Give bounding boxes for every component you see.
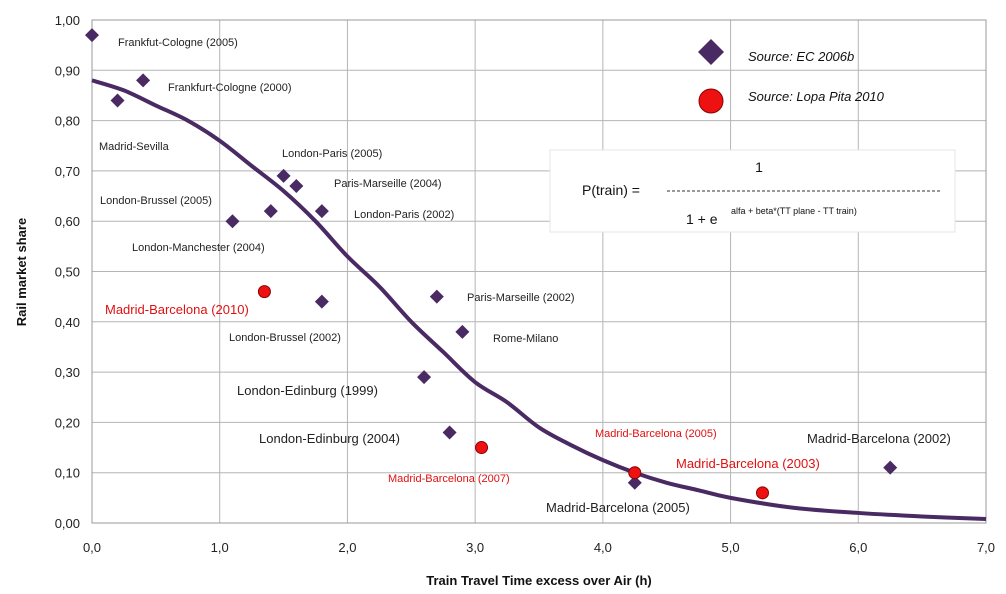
diamond-marker bbox=[136, 73, 151, 88]
y-tick-label: 0,50 bbox=[55, 265, 80, 280]
logistic-curve bbox=[91, 78, 987, 521]
diamond-marker bbox=[314, 204, 329, 219]
data-label: London-Manchester (2004) bbox=[132, 242, 265, 254]
data-label: Madrid-Barcelona (2003) bbox=[676, 456, 820, 471]
circle-marker bbox=[756, 486, 769, 500]
diamond-marker bbox=[110, 93, 125, 108]
y-tick-label: 1,00 bbox=[55, 13, 80, 28]
x-tick-label: 1,0 bbox=[211, 540, 229, 555]
data-label: Frankfut-Cologne (2005) bbox=[118, 37, 238, 49]
plot-frame bbox=[91, 19, 987, 524]
x-tick-label: 5,0 bbox=[722, 540, 740, 555]
y-tick-label: 0,20 bbox=[55, 415, 80, 430]
diamond-marker bbox=[225, 214, 240, 229]
diamond-marker bbox=[442, 425, 457, 440]
data-label: London-Paris (2005) bbox=[282, 148, 382, 160]
formula-box: P(train) = 1 1 + e alfa + beta*(TT plane… bbox=[549, 149, 956, 233]
formula-exponent: alfa + beta*(TT plane - TT train) bbox=[731, 206, 857, 216]
legend-circle-marker bbox=[698, 88, 724, 114]
y-axis-title: Rail market share bbox=[14, 218, 29, 326]
diamond-marker bbox=[276, 168, 291, 183]
data-markers bbox=[85, 28, 898, 500]
x-tick-label: 0,0 bbox=[83, 540, 101, 555]
y-tick-label: 0,10 bbox=[55, 466, 80, 481]
x-tick-label: 2,0 bbox=[338, 540, 356, 555]
y-tick-label: 0,90 bbox=[55, 63, 80, 78]
y-tick-label: 0,00 bbox=[55, 516, 80, 531]
formula-numerator: 1 bbox=[755, 159, 763, 175]
data-label: Paris-Marseille (2002) bbox=[467, 292, 575, 304]
y-tick-label: 0,40 bbox=[55, 315, 80, 330]
x-tick-label: 7,0 bbox=[977, 540, 995, 555]
diamond-marker bbox=[417, 370, 432, 385]
data-label: Frankfurt-Cologne (2000) bbox=[168, 82, 292, 94]
y-tick-label: 0,60 bbox=[55, 214, 80, 229]
diamond-marker bbox=[314, 294, 329, 309]
diamond-marker bbox=[263, 204, 278, 219]
diamond-marker bbox=[85, 28, 99, 43]
diamond-marker bbox=[289, 178, 304, 193]
x-tick-label: 6,0 bbox=[849, 540, 867, 555]
x-tick-labels: 0,0 1,0 2,0 3,0 4,0 5,0 6,0 7,0 bbox=[83, 540, 995, 555]
y-tick-labels: 0,00 0,10 0,20 0,30 0,40 0,50 0,60 0,70 0,80 0,90… bbox=[55, 13, 80, 531]
data-label: Madrid-Barcelona (2010) bbox=[105, 302, 249, 317]
grid-lines bbox=[92, 20, 986, 523]
formula-denominator: 1 + e bbox=[686, 211, 718, 227]
data-label: Madrid-Sevilla bbox=[99, 141, 170, 153]
data-label: London-Paris (2002) bbox=[354, 209, 454, 221]
legend-diamond-marker bbox=[698, 39, 724, 65]
diamond-marker bbox=[883, 460, 898, 475]
data-label: Madrid-Barcelona (2002) bbox=[807, 431, 951, 446]
circle-marker bbox=[475, 441, 489, 455]
legend-label-series-1: Source: EC 2006b bbox=[748, 49, 854, 64]
y-tick-label: 0,70 bbox=[55, 164, 80, 179]
data-labels: Frankfut-Cologne (2005) Frankfurt-Cologne… bbox=[99, 37, 951, 515]
diamond-marker bbox=[455, 324, 470, 339]
x-tick-label: 4,0 bbox=[594, 540, 612, 555]
diamond-marker bbox=[627, 475, 642, 490]
data-label: London-Brussel (2005) bbox=[100, 195, 212, 207]
data-label: Paris-Marseille (2004) bbox=[334, 178, 442, 190]
legend-label-series-2: Source: Lopa Pita 2010 bbox=[748, 89, 885, 104]
legend: Source: EC 2006b Source: Lopa Pita 2010 bbox=[698, 39, 885, 114]
data-label: Rome-Milano bbox=[493, 333, 558, 345]
data-label: London-Edinburg (2004) bbox=[259, 431, 400, 446]
data-label: London-Edinburg (1999) bbox=[237, 383, 378, 398]
circle-marker bbox=[257, 285, 271, 299]
y-tick-label: 0,30 bbox=[55, 365, 80, 380]
data-label: Madrid-Barcelona (2005) bbox=[595, 428, 717, 440]
data-label: Madrid-Barcelona (2005) bbox=[546, 500, 690, 515]
x-tick-label: 3,0 bbox=[466, 540, 484, 555]
x-axis-title: Train Travel Time excess over Air (h) bbox=[426, 573, 651, 588]
data-label: London-Brussel (2002) bbox=[229, 332, 341, 344]
circle-marker bbox=[628, 466, 642, 480]
data-label: Madrid-Barcelona (2007) bbox=[388, 473, 510, 485]
formula-lhs: P(train) = bbox=[582, 182, 640, 198]
diamond-marker bbox=[429, 289, 444, 304]
y-tick-label: 0,80 bbox=[55, 114, 80, 129]
